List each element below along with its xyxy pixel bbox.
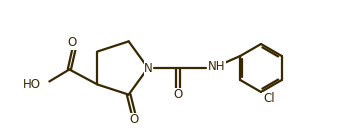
Text: N: N [144,61,153,74]
Text: O: O [68,36,77,49]
Text: O: O [129,113,138,126]
Text: Cl: Cl [263,93,275,106]
Text: NH: NH [208,60,225,74]
Text: O: O [173,88,182,102]
Text: HO: HO [23,78,41,91]
